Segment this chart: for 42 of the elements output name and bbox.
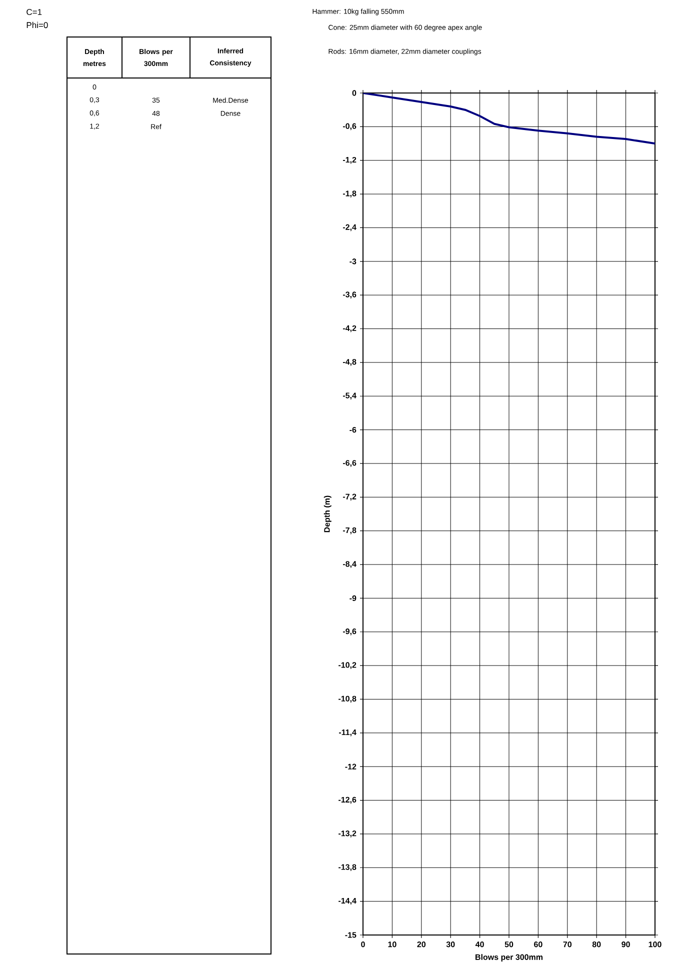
y-tick-label: -15 bbox=[345, 932, 356, 938]
x-tick-label: 50 bbox=[504, 942, 514, 948]
y-tick-label: -3,6 bbox=[342, 292, 356, 298]
y-tick-label: -3 bbox=[350, 258, 356, 264]
y-tick-label: -8,4 bbox=[342, 561, 356, 568]
y-tick-label: -5,4 bbox=[342, 392, 356, 400]
x-tick-label: 70 bbox=[563, 942, 572, 948]
y-tick-label: -1,8 bbox=[342, 190, 356, 198]
y-axis-title: Depth (m) bbox=[324, 496, 332, 532]
y-tick-label: -12 bbox=[345, 764, 356, 770]
x-tick-label: 30 bbox=[446, 942, 455, 948]
y-tick-label: -11,4 bbox=[338, 730, 356, 736]
text: C=1 bbox=[26, 8, 42, 15]
y-tick-label: -9 bbox=[350, 595, 356, 602]
y-tick-label: -10,2 bbox=[338, 662, 356, 669]
y-tick-label: -6,6 bbox=[342, 460, 356, 467]
x-tick-label: 90 bbox=[622, 942, 630, 948]
y-tick-label: -7,8 bbox=[342, 527, 356, 534]
x-tick-label: 80 bbox=[592, 942, 601, 948]
y-tick-label: -12,6 bbox=[338, 796, 356, 804]
y-tick-label: -2,4 bbox=[342, 224, 356, 232]
x-tick-label: 100 bbox=[648, 942, 662, 948]
y-tick-label: -13,8 bbox=[338, 864, 356, 872]
x-tick-label: 0 bbox=[361, 942, 365, 948]
x-tick-label: 10 bbox=[388, 942, 396, 948]
text: Phi=0 bbox=[26, 22, 48, 28]
y-tick-label: -10,8 bbox=[338, 696, 356, 703]
y-tick-label: -1,2 bbox=[342, 156, 356, 164]
x-tick-label: 60 bbox=[534, 942, 542, 948]
y-tick-label: -6 bbox=[350, 426, 356, 433]
y-tick-label: -4,2 bbox=[342, 325, 356, 332]
x-axis-title: Blows per 300mm bbox=[476, 954, 543, 962]
y-tick-label: -14,4 bbox=[338, 898, 356, 905]
y-tick-label: -0,6 bbox=[342, 123, 356, 130]
y-tick-label: -7,2 bbox=[342, 494, 356, 501]
x-tick-label: 20 bbox=[417, 942, 426, 948]
y-tick-label: -4,8 bbox=[342, 359, 356, 366]
y-tick-label: -13,2 bbox=[338, 830, 356, 838]
y-tick-label: 0 bbox=[352, 90, 356, 96]
x-tick-label: 40 bbox=[475, 942, 484, 948]
y-tick-label: -9,6 bbox=[342, 628, 356, 636]
line-series bbox=[363, 93, 655, 145]
